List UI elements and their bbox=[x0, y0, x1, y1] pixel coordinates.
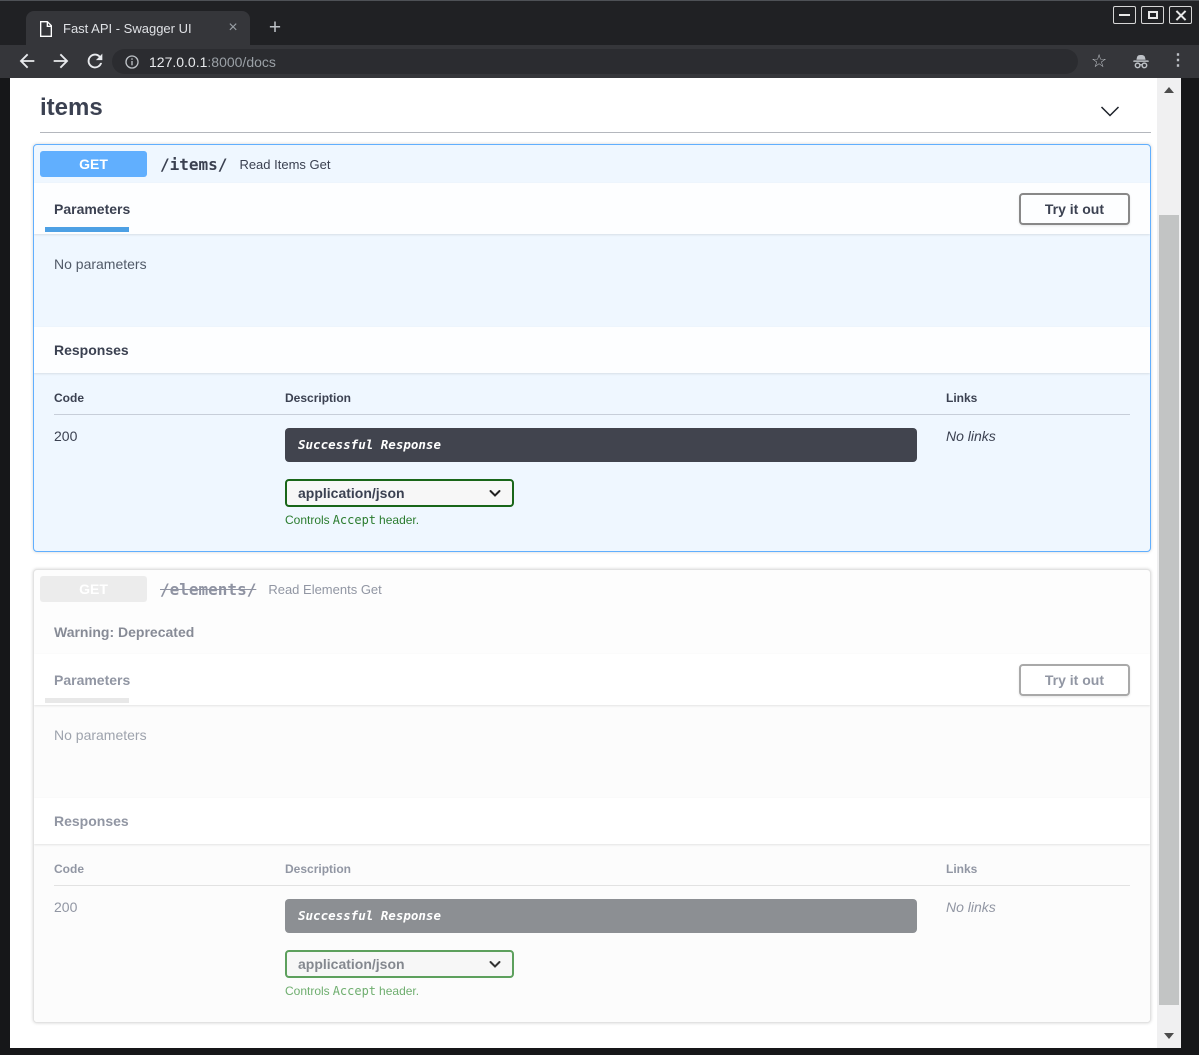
response-code: 200 bbox=[54, 428, 78, 444]
active-tab-underline bbox=[45, 227, 129, 232]
response-row: 200 Successful Response application/json… bbox=[54, 886, 1130, 998]
description-column-header: Description bbox=[285, 391, 352, 405]
parameters-body: No parameters bbox=[34, 705, 1150, 798]
parameters-header: Parameters Try it out bbox=[34, 654, 1150, 705]
try-it-out-button[interactable]: Try it out bbox=[1018, 192, 1130, 225]
forward-icon[interactable] bbox=[50, 50, 72, 72]
responses-body: Code Description Links 200 Successful Re… bbox=[34, 844, 1150, 1022]
url-path: :8000/docs bbox=[207, 53, 276, 70]
media-type-value: application/json bbox=[298, 485, 405, 501]
no-parameters-text: No parameters bbox=[54, 727, 147, 743]
parameters-header: Parameters Try it out bbox=[34, 183, 1150, 234]
media-type-select[interactable]: application/json bbox=[285, 479, 514, 507]
response-links: No links bbox=[946, 428, 996, 444]
close-button[interactable] bbox=[1169, 6, 1192, 24]
minimize-button[interactable] bbox=[1113, 6, 1136, 24]
response-links: No links bbox=[946, 899, 996, 915]
new-tab-icon[interactable]: + bbox=[268, 16, 282, 39]
parameters-body: No parameters bbox=[34, 234, 1150, 327]
chevron-down-icon bbox=[489, 961, 501, 968]
links-column-header: Links bbox=[946, 862, 978, 876]
endpoint-path: /items/ bbox=[160, 154, 228, 174]
active-tab-underline bbox=[45, 698, 129, 703]
accept-header-note: Controls Accept header. bbox=[285, 984, 420, 998]
deprecation-warning: Warning: Deprecated bbox=[54, 624, 195, 640]
chevron-down-icon[interactable] bbox=[1099, 100, 1121, 122]
bookmark-star-icon[interactable]: ☆ bbox=[1091, 51, 1108, 71]
method-badge: GET bbox=[40, 576, 147, 602]
no-parameters-text: No parameters bbox=[54, 256, 147, 272]
responses-title: Responses bbox=[54, 342, 129, 358]
scroll-up-icon[interactable] bbox=[1164, 87, 1174, 93]
url-text: 127.0.0.1:8000/docs bbox=[149, 54, 276, 70]
tab-close-icon[interactable]: × bbox=[228, 18, 238, 36]
window-controls bbox=[1113, 6, 1192, 24]
response-row: 200 Successful Response application/json… bbox=[54, 415, 1130, 527]
endpoint-summary: Read Elements Get bbox=[268, 581, 382, 597]
opblock-get-items: GET /items/ Read Items Get Parameters Tr… bbox=[33, 144, 1151, 552]
accept-header-note: Controls Accept header. bbox=[285, 513, 420, 527]
info-icon[interactable] bbox=[124, 54, 140, 70]
response-description: Successful Response bbox=[285, 428, 917, 462]
tag-section-header[interactable]: items bbox=[33, 90, 1151, 132]
close-icon bbox=[1175, 10, 1186, 21]
scroll-down-icon[interactable] bbox=[1164, 1033, 1174, 1039]
reload-icon[interactable] bbox=[84, 50, 106, 72]
accept-code: Accept bbox=[332, 984, 377, 998]
page-content: items GET /items/ Read Items Get Paramet… bbox=[10, 78, 1157, 1048]
opblock-summary[interactable]: GET /elements/ Read Elements Get bbox=[34, 570, 1150, 608]
accept-code: Accept bbox=[332, 513, 377, 527]
browser-tab[interactable]: Fast API - Swagger UI × bbox=[26, 11, 250, 46]
media-type-select[interactable]: application/json bbox=[285, 950, 514, 978]
incognito-icon bbox=[1130, 50, 1152, 72]
menu-kebab-icon[interactable]: ⋮ bbox=[1170, 52, 1186, 69]
endpoint-path: /elements/ bbox=[160, 579, 257, 599]
media-type-value: application/json bbox=[298, 956, 405, 972]
responses-table-header: Code Description Links bbox=[54, 391, 1130, 415]
responses-body: Code Description Links 200 Successful Re… bbox=[34, 373, 1150, 551]
maximize-icon bbox=[1147, 11, 1158, 19]
method-badge: GET bbox=[40, 151, 147, 177]
links-column-header: Links bbox=[946, 391, 978, 405]
opblock-summary[interactable]: GET /items/ Read Items Get bbox=[34, 145, 1150, 183]
responses-header: Responses bbox=[34, 327, 1150, 373]
tag-divider bbox=[40, 132, 1151, 133]
tag-title: items bbox=[40, 94, 103, 121]
scrollbar[interactable] bbox=[1157, 78, 1181, 1048]
opblock-get-elements-deprecated: GET /elements/ Read Elements Get Warning… bbox=[33, 569, 1151, 1023]
responses-table-header: Code Description Links bbox=[54, 862, 1130, 886]
chevron-down-icon bbox=[489, 490, 501, 497]
responses-header: Responses bbox=[34, 798, 1150, 844]
scrollbar-thumb[interactable] bbox=[1159, 215, 1179, 1005]
url-host: 127.0.0.1 bbox=[149, 53, 208, 70]
document-icon bbox=[40, 20, 52, 37]
response-code: 200 bbox=[54, 899, 78, 915]
response-description: Successful Response bbox=[285, 899, 917, 933]
try-it-out-button[interactable]: Try it out bbox=[1018, 663, 1130, 696]
responses-title: Responses bbox=[54, 813, 129, 829]
back-icon[interactable] bbox=[16, 50, 38, 72]
maximize-button[interactable] bbox=[1141, 6, 1164, 24]
parameters-title: Parameters bbox=[54, 671, 131, 688]
parameters-title: Parameters bbox=[54, 200, 131, 217]
code-column-header: Code bbox=[54, 391, 84, 405]
minimize-icon bbox=[1119, 14, 1130, 16]
address-bar[interactable]: 127.0.0.1:8000/docs bbox=[112, 49, 1078, 74]
tab-title: Fast API - Swagger UI bbox=[63, 21, 192, 36]
description-column-header: Description bbox=[285, 862, 352, 876]
endpoint-summary: Read Items Get bbox=[239, 156, 331, 172]
browser-titlebar: Fast API - Swagger UI × + bbox=[0, 0, 1199, 46]
code-column-header: Code bbox=[54, 862, 84, 876]
